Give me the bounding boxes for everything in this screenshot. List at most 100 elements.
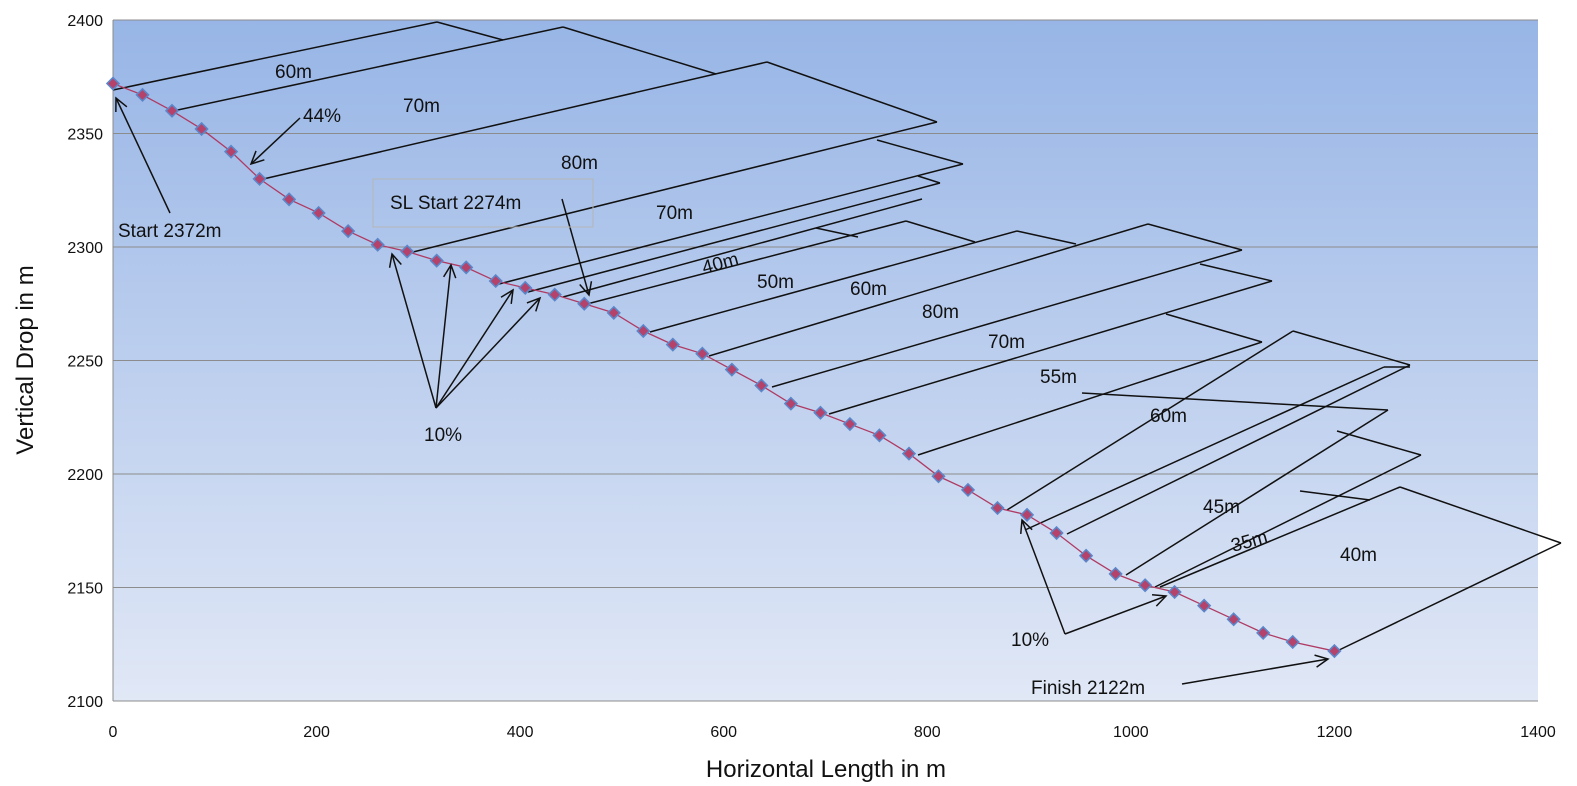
sl-start-box (372, 178, 594, 228)
y-axis-title: Vertical Drop in m (12, 265, 39, 454)
data-point (194, 121, 209, 137)
segment-line (562, 198, 923, 298)
grade-10-label-b: 10% (1011, 630, 1049, 651)
segment-line (771, 249, 1243, 388)
data-point (223, 144, 239, 159)
x-tick-label: 1000 (1113, 724, 1149, 741)
data-point (135, 87, 150, 103)
x-tick-label: 0 (109, 724, 118, 741)
arrow-head (500, 288, 514, 304)
segment-line (436, 21, 504, 41)
segment-length-label: 55m (1040, 367, 1077, 388)
data-point (281, 192, 297, 207)
y-tick-label: 2250 (67, 354, 103, 371)
arrow-shaft (435, 264, 452, 409)
x-tick-label: 400 (507, 724, 534, 741)
y-tick-label: 2200 (67, 467, 103, 484)
x-tick-label: 1400 (1520, 724, 1556, 741)
segment-line (1125, 409, 1389, 576)
grade-10-label-a: 10% (424, 425, 462, 446)
segment-line (1006, 330, 1294, 511)
segment-line (1199, 263, 1273, 282)
segment-line (1066, 364, 1411, 535)
y-tick-label: 2100 (67, 694, 103, 711)
arrow-shaft (1181, 658, 1329, 685)
data-point (754, 378, 769, 393)
tick-labels: 2100 2150 2200 2250 2300 2350 2400 0 200 400 600 80… (67, 13, 1555, 741)
segment-line (258, 61, 768, 181)
segment-line (1292, 330, 1411, 366)
finish-label: Finish 2122m (1031, 678, 1145, 699)
segment-length-label: 60m (275, 62, 312, 83)
arrow-shaft (1064, 595, 1167, 635)
data-point (1049, 525, 1064, 541)
arrow-head (526, 296, 542, 312)
data-point (636, 323, 651, 339)
arrow-head (1020, 518, 1033, 535)
segment-length-label: 80m (922, 302, 959, 323)
segment-line (586, 220, 907, 305)
arrow-head (579, 281, 593, 297)
data-point (990, 500, 1005, 516)
data-point (724, 362, 739, 377)
data-point (842, 416, 858, 432)
segment-line (562, 26, 717, 75)
data-point (783, 396, 799, 411)
data-point (901, 446, 917, 461)
data-point (872, 428, 887, 443)
data-point (1137, 578, 1153, 593)
arrow-shaft (1021, 519, 1066, 635)
arrow-head (1151, 593, 1168, 607)
arrow-shaft (561, 198, 590, 296)
segment-length-label: 40m (1340, 545, 1377, 566)
arrow-head (115, 96, 128, 113)
data-point (164, 103, 180, 118)
data-point (1167, 584, 1182, 600)
data-point (606, 305, 621, 320)
data-point (252, 171, 267, 187)
arrow-shaft (391, 253, 437, 409)
data-point (1078, 548, 1094, 563)
segment-length-label: 70m (403, 96, 440, 117)
segment-length-label: 60m (1150, 406, 1187, 427)
data-point (1197, 598, 1212, 613)
segment-line (172, 26, 564, 112)
segment-line (828, 280, 1273, 415)
data-point (340, 223, 356, 239)
x-tick-label: 600 (710, 724, 737, 741)
data-point (547, 287, 562, 302)
arrow-shaft (435, 297, 541, 409)
data-point (459, 260, 474, 275)
series-markers (105, 76, 1342, 659)
segment-line (1147, 223, 1243, 251)
sl-start-label: SL Start 2274m (390, 193, 521, 214)
data-point (370, 237, 385, 252)
arrow-shaft (250, 117, 301, 165)
y-tick-label: 2300 (67, 240, 103, 257)
x-tick-label: 200 (303, 724, 330, 741)
segment-line (1159, 486, 1401, 588)
data-point (1327, 643, 1342, 659)
annotation-arrows (115, 96, 1330, 685)
segment-line (1016, 230, 1077, 245)
data-point (1285, 634, 1300, 650)
y-tick-label: 2350 (67, 127, 103, 144)
data-point (1226, 612, 1241, 627)
segment-line (1081, 392, 1389, 411)
data-point (1108, 566, 1123, 582)
data-point (813, 405, 828, 420)
segment-line (1154, 454, 1422, 588)
segment-length-label: 50m (757, 272, 794, 293)
data-point (931, 469, 946, 484)
segment-line (1336, 430, 1422, 456)
segment-length-label: 45m (1203, 497, 1240, 518)
segment-line (1399, 486, 1562, 544)
segment-length-label: 60m (850, 279, 887, 300)
segment-line (917, 341, 1263, 456)
data-point (311, 205, 326, 221)
arrow-head (1314, 654, 1330, 668)
segment-line (1299, 490, 1371, 501)
arrow-head (388, 252, 402, 268)
